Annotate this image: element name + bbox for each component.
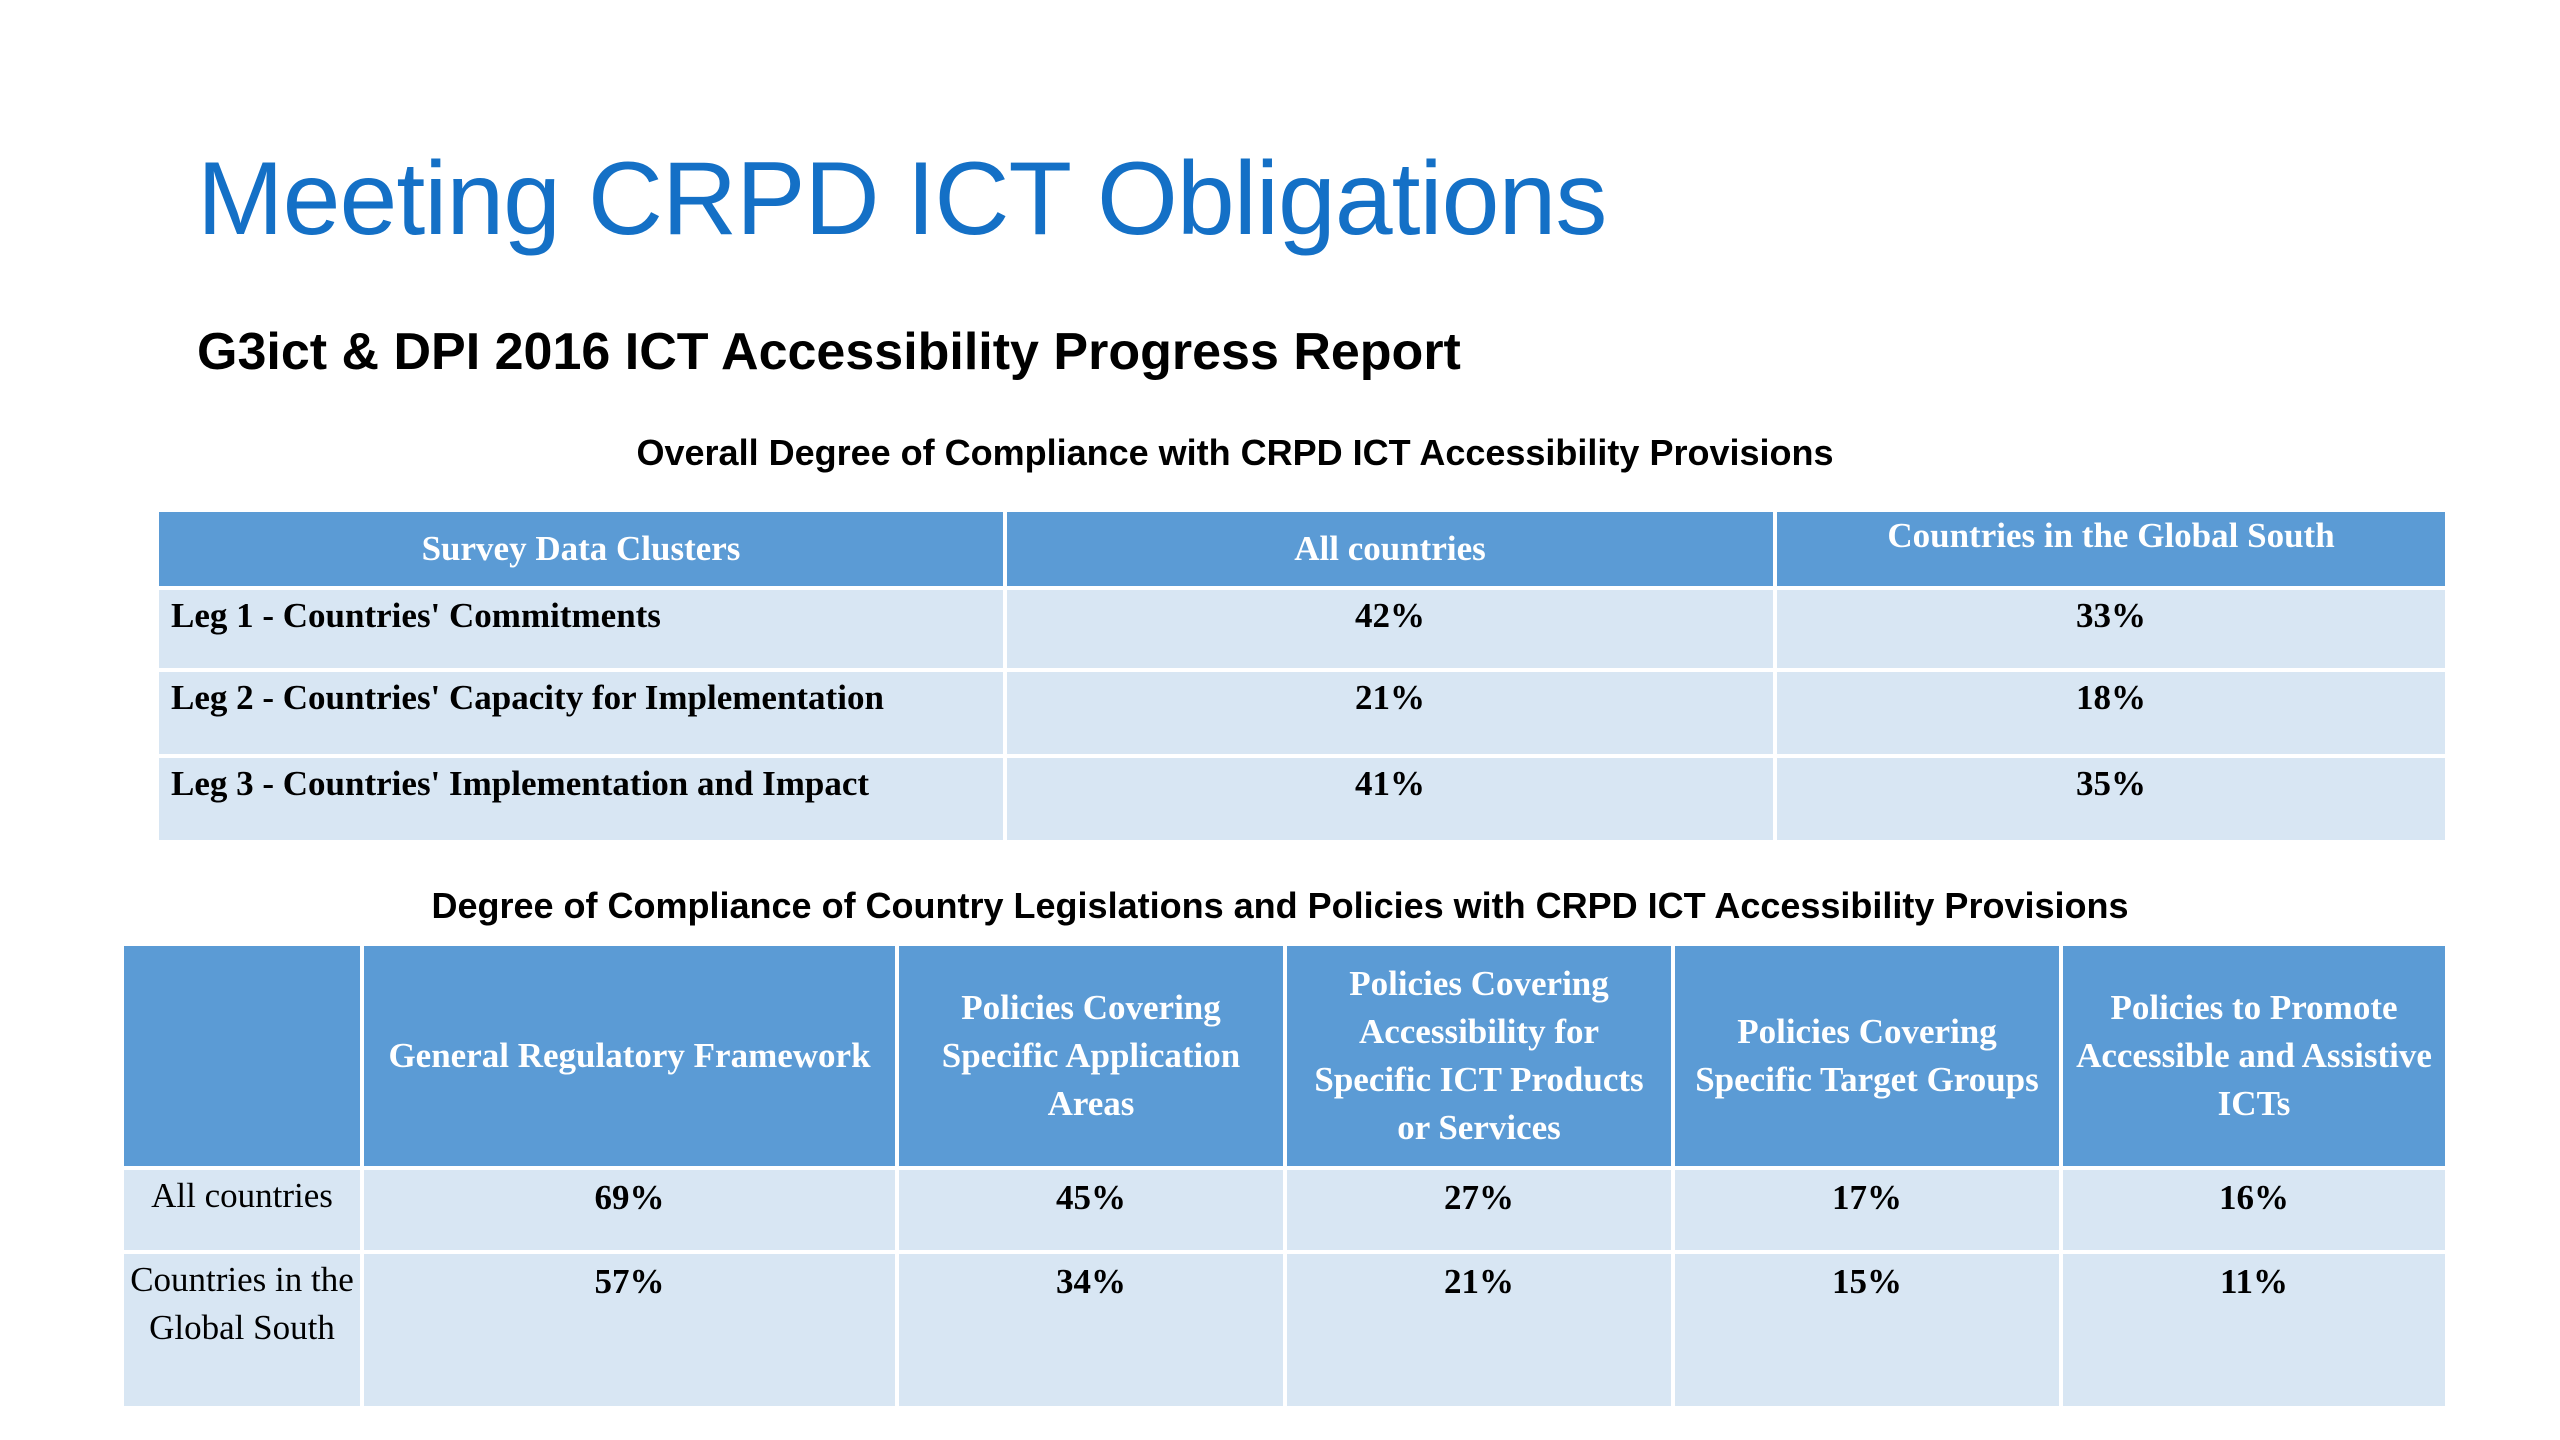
cell-all-countries: 21%	[1003, 668, 1777, 758]
table-cell: 57%	[360, 1250, 899, 1410]
table-cell: 21%	[1283, 1250, 1675, 1410]
table-cell: 34%	[895, 1250, 1287, 1410]
table-row: Leg 1 - Countries' Commitments 42% 33%	[155, 586, 2449, 672]
table-cell: 16%	[2059, 1166, 2449, 1254]
column-header-general-regulatory-framework: General Regulatory Framework	[360, 942, 899, 1170]
table-cell: 69%	[360, 1166, 899, 1254]
column-header-ict-products-services: Policies Covering Accessibility for Spec…	[1283, 942, 1675, 1170]
column-header-survey-data-clusters: Survey Data Clusters	[155, 508, 1007, 590]
table-cell: 17%	[1671, 1166, 2063, 1254]
row-label-leg-3: Leg 3 - Countries' Implementation and Im…	[155, 754, 1007, 844]
column-header-global-south: Countries in the Global South	[1773, 508, 2449, 590]
table-header-row: General Regulatory Framework Policies Co…	[120, 942, 2449, 1170]
table-row: Leg 2 - Countries' Capacity for Implemen…	[155, 668, 2449, 758]
cell-global-south: 35%	[1773, 754, 2449, 844]
table-cell: 45%	[895, 1166, 1287, 1254]
column-header-specific-target-groups: Policies Covering Specific Target Groups	[1671, 942, 2063, 1170]
table-row: Leg 3 - Countries' Implementation and Im…	[155, 754, 2449, 844]
table-row: All countries 69% 45% 27% 17% 16%	[120, 1166, 2449, 1254]
column-header-specific-application-areas: Policies Covering Specific Application A…	[895, 942, 1287, 1170]
table-header-row: Survey Data Clusters All countries Count…	[155, 508, 2449, 590]
table1-caption: Overall Degree of Compliance with CRPD I…	[636, 432, 1834, 473]
table-row: Countries in the Global South 57% 34% 21…	[120, 1250, 2449, 1410]
table-cell: 15%	[1671, 1250, 2063, 1410]
column-header-accessible-assistive-icts: Policies to Promote Accessible and Assis…	[2059, 942, 2449, 1170]
cell-all-countries: 41%	[1003, 754, 1777, 844]
row-label-leg-2: Leg 2 - Countries' Capacity for Implemen…	[155, 668, 1007, 758]
cell-all-countries: 42%	[1003, 586, 1777, 672]
column-header-empty	[120, 942, 364, 1170]
cell-global-south: 18%	[1773, 668, 2449, 758]
row-label-leg-1: Leg 1 - Countries' Commitments	[155, 586, 1007, 672]
overall-compliance-table: Survey Data Clusters All countries Count…	[155, 508, 2449, 844]
slide-title: Meeting CRPD ICT Obligations	[197, 141, 1607, 257]
table2-caption: Degree of Compliance of Country Legislat…	[431, 885, 2129, 926]
row-label-all-countries: All countries	[120, 1166, 364, 1254]
table-cell: 27%	[1283, 1166, 1675, 1254]
column-header-all-countries: All countries	[1003, 508, 1777, 590]
table-cell: 11%	[2059, 1250, 2449, 1410]
legislation-compliance-table: General Regulatory Framework Policies Co…	[120, 942, 2449, 1410]
slide-subtitle: G3ict & DPI 2016 ICT Accessibility Progr…	[197, 323, 1461, 381]
row-label-global-south: Countries in the Global South	[120, 1250, 364, 1410]
cell-global-south: 33%	[1773, 586, 2449, 672]
